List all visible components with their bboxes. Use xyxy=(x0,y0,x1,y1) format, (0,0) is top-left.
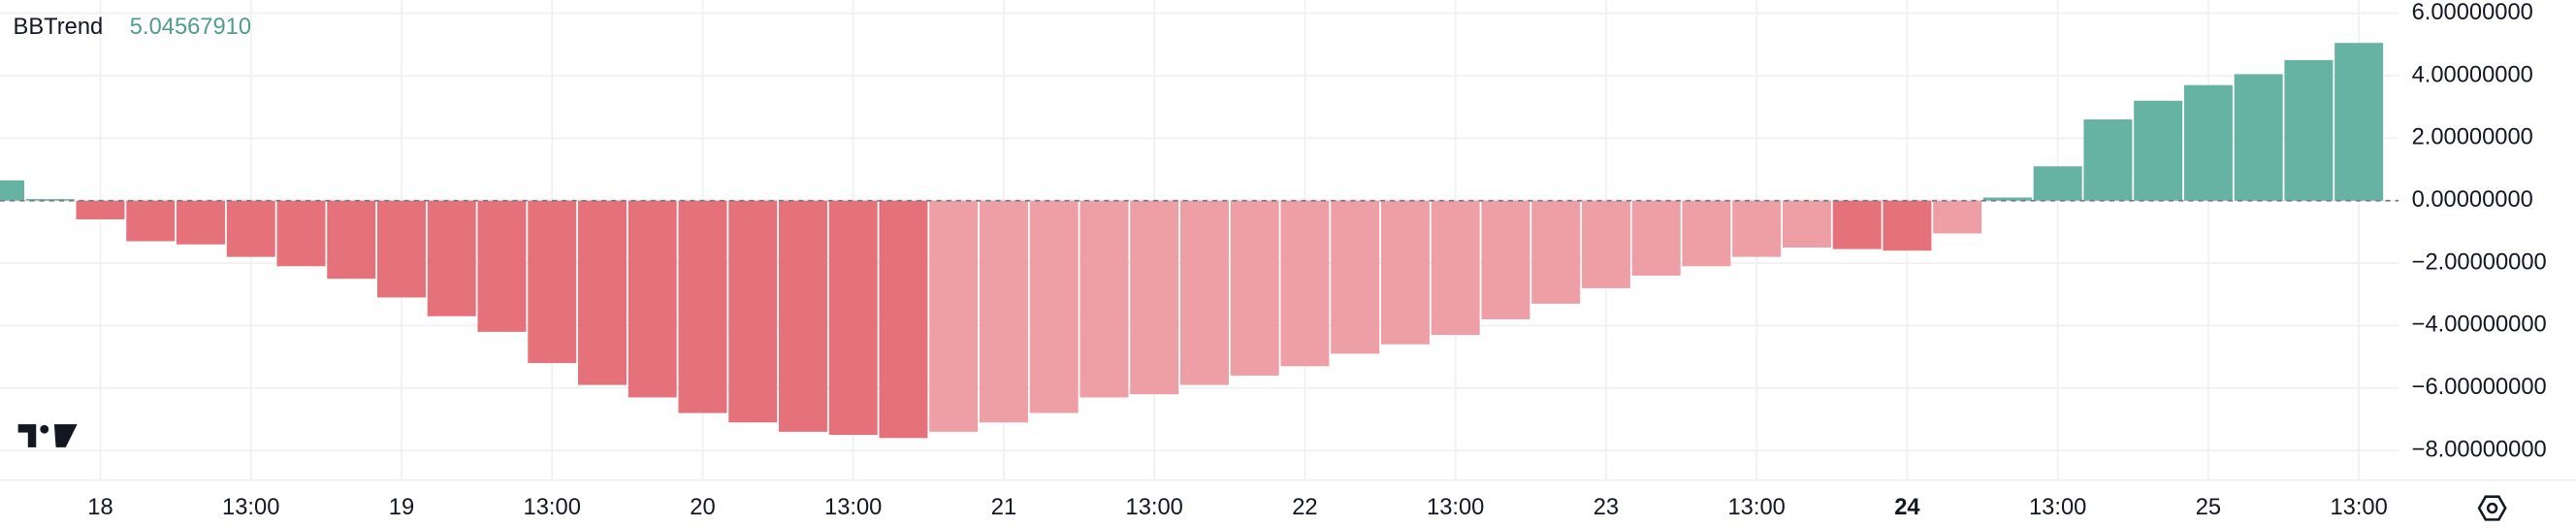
bar xyxy=(1531,200,1581,304)
x-tick-label: 21 xyxy=(991,495,1016,520)
bar xyxy=(1280,200,1330,367)
indicator-value: 5.04567910 xyxy=(130,15,251,40)
x-tick-label: 24 xyxy=(1894,495,1920,520)
bar xyxy=(2234,74,2283,201)
bar xyxy=(1481,200,1530,320)
bar xyxy=(628,200,677,398)
bar xyxy=(728,200,778,423)
x-tick-label: 23 xyxy=(1594,495,1619,520)
x-tick-label: 19 xyxy=(389,495,414,520)
bar xyxy=(1732,200,1782,257)
bar xyxy=(76,200,125,220)
x-tick-label: 13:00 xyxy=(1126,495,1183,520)
bar xyxy=(1230,200,1279,376)
bar xyxy=(1883,200,1932,251)
bar xyxy=(979,200,1028,423)
x-tick-label: 18 xyxy=(87,495,113,520)
bar xyxy=(1982,197,2032,201)
settings-icon[interactable] xyxy=(2477,495,2507,521)
logo xyxy=(17,424,78,447)
bar xyxy=(226,200,275,257)
x-tick-label: 20 xyxy=(690,495,715,520)
bar xyxy=(1130,200,1179,395)
bar xyxy=(0,180,24,201)
x-tick-label: 13:00 xyxy=(222,495,279,520)
bar xyxy=(177,200,225,245)
bar xyxy=(1782,200,1831,248)
bar xyxy=(1029,200,1079,413)
bar xyxy=(1331,200,1380,354)
x-tick-label: 13:00 xyxy=(1427,495,1484,520)
indicator-name: BBTrend xyxy=(14,15,104,40)
y-tick-label: 6.00000000 xyxy=(2412,0,2533,25)
bar xyxy=(678,200,727,413)
x-tick-label: 13:00 xyxy=(2029,495,2086,520)
bar xyxy=(828,200,878,436)
x-tick-label: 13:00 xyxy=(2330,495,2387,520)
bar xyxy=(1682,200,1731,267)
bar xyxy=(477,200,527,332)
bar xyxy=(1933,200,1982,234)
x-tick-label: 13:00 xyxy=(824,495,882,520)
bar xyxy=(1431,200,1480,336)
bar xyxy=(1832,200,1882,249)
bar xyxy=(2134,100,2183,201)
bar xyxy=(2334,43,2384,201)
bars xyxy=(0,43,2384,439)
bar xyxy=(327,200,376,280)
y-tick-label: 2.00000000 xyxy=(2412,125,2533,150)
y-tick-label: −6.00000000 xyxy=(2412,375,2547,400)
bar xyxy=(778,200,827,432)
x-tick-label: 13:00 xyxy=(524,495,581,520)
bar xyxy=(2284,59,2334,201)
bar xyxy=(1179,200,1229,385)
x-tick-label: 13:00 xyxy=(1728,495,1786,520)
y-tick-label: 4.00000000 xyxy=(2412,62,2533,87)
bar xyxy=(929,200,979,432)
x-tick-label: 22 xyxy=(1292,495,1317,520)
bar xyxy=(1581,200,1630,288)
bar xyxy=(126,200,176,242)
y-tick-label: 0.00000000 xyxy=(2412,187,2533,213)
bar xyxy=(1631,200,1681,276)
bar xyxy=(376,200,426,298)
bar xyxy=(577,200,627,385)
bar xyxy=(2033,166,2082,201)
bar xyxy=(1079,200,1129,398)
bar xyxy=(427,200,476,316)
y-tick-label: −4.00000000 xyxy=(2412,313,2547,338)
bar xyxy=(2183,84,2233,201)
bar xyxy=(1380,200,1430,345)
y-tick-label: −2.00000000 xyxy=(2412,249,2547,275)
bar xyxy=(276,200,326,267)
y-tick-label: −8.00000000 xyxy=(2412,437,2547,462)
bar xyxy=(879,200,928,439)
bar xyxy=(2083,119,2133,201)
bar xyxy=(528,200,577,364)
x-tick-label: 25 xyxy=(2196,495,2221,520)
